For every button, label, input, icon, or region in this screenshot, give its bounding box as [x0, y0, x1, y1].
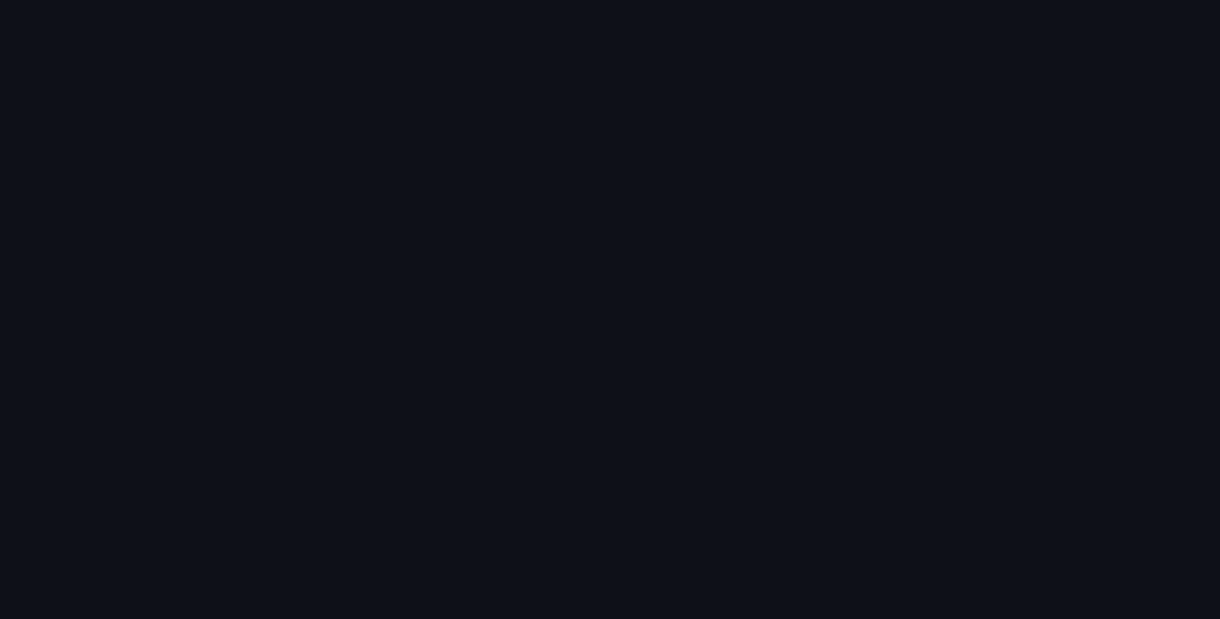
word-cloud — [0, 0, 1220, 619]
